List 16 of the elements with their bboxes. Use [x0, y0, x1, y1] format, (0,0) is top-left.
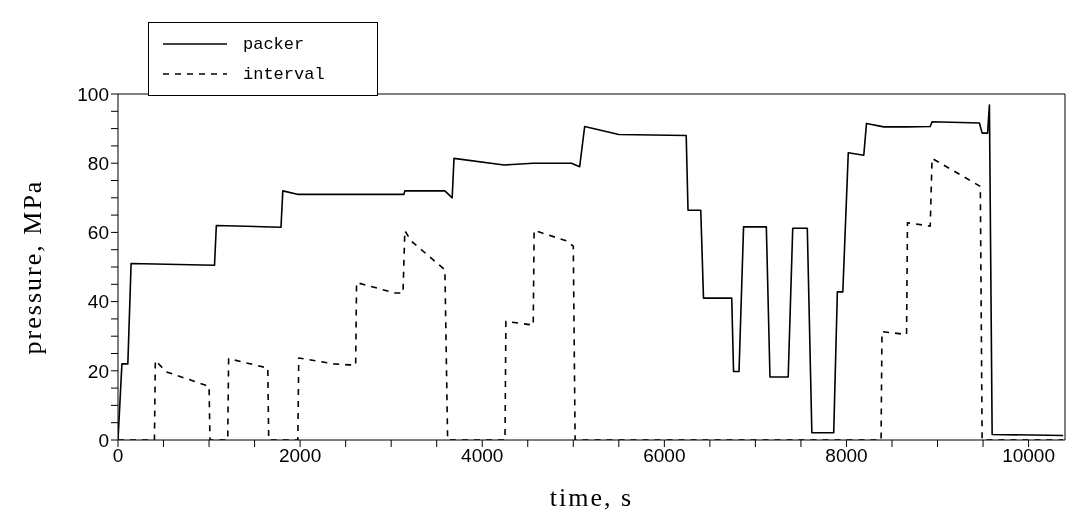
- x-tick-label: 2000: [278, 445, 322, 467]
- legend-label: packer: [243, 34, 305, 54]
- x-tick-label: 8000: [825, 445, 868, 467]
- y-tick-label: 80: [87, 152, 109, 174]
- y-axis-title: pressure, MPa: [18, 179, 48, 355]
- y-tick-label: 60: [87, 222, 109, 244]
- x-tick-label: 0: [112, 445, 124, 467]
- x-tick-label: 6000: [643, 445, 686, 467]
- y-tick-label: 0: [98, 429, 109, 451]
- y-tick-label: 20: [87, 360, 109, 382]
- legend-label: interval: [243, 64, 325, 84]
- y-tick-label: 100: [77, 83, 109, 105]
- x-axis-title: time, s: [549, 483, 634, 512]
- y-tick-label: 40: [87, 291, 109, 313]
- x-tick-label: 4000: [461, 445, 504, 467]
- x-tick-label: 10000: [1002, 445, 1055, 467]
